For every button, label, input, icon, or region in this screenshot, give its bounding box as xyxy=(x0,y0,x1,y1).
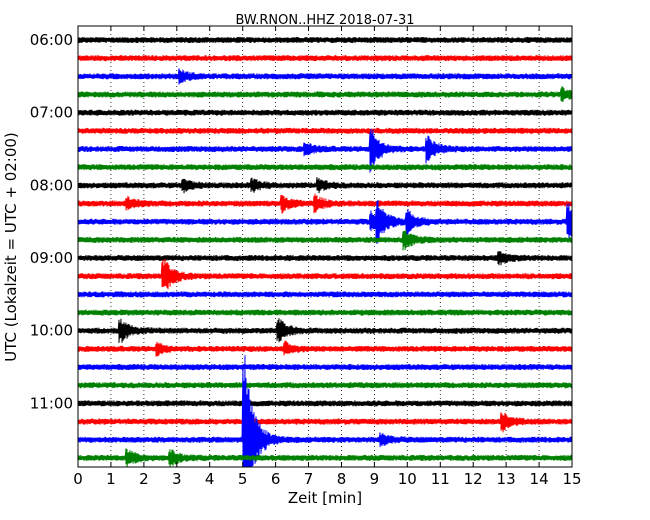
seismic-trace xyxy=(78,164,572,171)
x-tick-label: 13 xyxy=(497,470,516,488)
x-tick-label: 5 xyxy=(238,470,248,488)
x-axis-label: Zeit [min] xyxy=(288,489,362,507)
seismic-trace xyxy=(78,448,572,467)
y-axis-label: UTC (Lokalzeit = UTC + 02:00) xyxy=(2,132,20,362)
x-axis-ticks: 0 1 2 3 4 5 6 7 8 9 10 11 12 13 14 15 xyxy=(73,26,582,488)
x-tick-label: 7 xyxy=(304,470,314,488)
seismic-trace xyxy=(78,363,572,371)
x-tick-label: 10 xyxy=(398,470,417,488)
seismic-trace xyxy=(78,318,572,343)
y-axis-ticks: 06:00 07:00 08:00 09:00 10:00 11:00 xyxy=(30,31,572,412)
x-tick-label: 12 xyxy=(464,470,483,488)
chart-title: BW.RNON..HHZ 2018-07-31 xyxy=(235,13,414,28)
seismic-trace xyxy=(78,382,572,389)
x-tick-label: 11 xyxy=(431,470,450,488)
x-tick-label: 9 xyxy=(370,470,380,488)
x-tick-label: 3 xyxy=(172,470,182,488)
seismic-trace xyxy=(78,412,572,433)
x-tick-label: 1 xyxy=(106,470,116,488)
x-tick-label: 8 xyxy=(337,470,347,488)
plot-frame xyxy=(77,25,573,468)
seismic-trace xyxy=(78,309,572,316)
seismic-trace xyxy=(78,177,572,194)
seismic-trace xyxy=(78,291,572,298)
seismic-trace xyxy=(78,109,572,116)
seismic-trace xyxy=(78,193,572,214)
seismic-trace xyxy=(78,86,572,102)
seismic-trace xyxy=(78,251,572,266)
seismic-trace xyxy=(78,400,572,407)
y-tick-label: 09:00 xyxy=(30,249,73,267)
seismic-trace xyxy=(78,127,572,134)
x-tick-label: 6 xyxy=(271,470,281,488)
seismic-trace xyxy=(78,230,572,251)
y-tick-label: 06:00 xyxy=(30,31,73,49)
plot-area xyxy=(78,26,572,467)
x-tick-label: 4 xyxy=(205,470,215,488)
x-tick-label: 0 xyxy=(73,470,83,488)
x-tick-label: 15 xyxy=(562,470,581,488)
seismic-trace xyxy=(78,340,572,357)
seismic-trace xyxy=(78,68,572,85)
seismic-trace xyxy=(78,200,572,244)
seismic-trace xyxy=(78,128,572,173)
y-tick-label: 08:00 xyxy=(30,176,73,194)
trace-layer xyxy=(78,36,572,467)
y-tick-label: 07:00 xyxy=(30,104,73,122)
x-tick-label: 14 xyxy=(530,470,549,488)
y-tick-label: 10:00 xyxy=(30,322,73,340)
seismic-trace xyxy=(78,36,572,44)
grid-lines xyxy=(110,26,540,467)
seismic-trace xyxy=(78,55,572,62)
x-tick-label: 2 xyxy=(139,470,149,488)
seismic-trace xyxy=(78,355,572,467)
y-tick-label: 11:00 xyxy=(30,394,73,412)
seismic-trace xyxy=(78,258,572,290)
